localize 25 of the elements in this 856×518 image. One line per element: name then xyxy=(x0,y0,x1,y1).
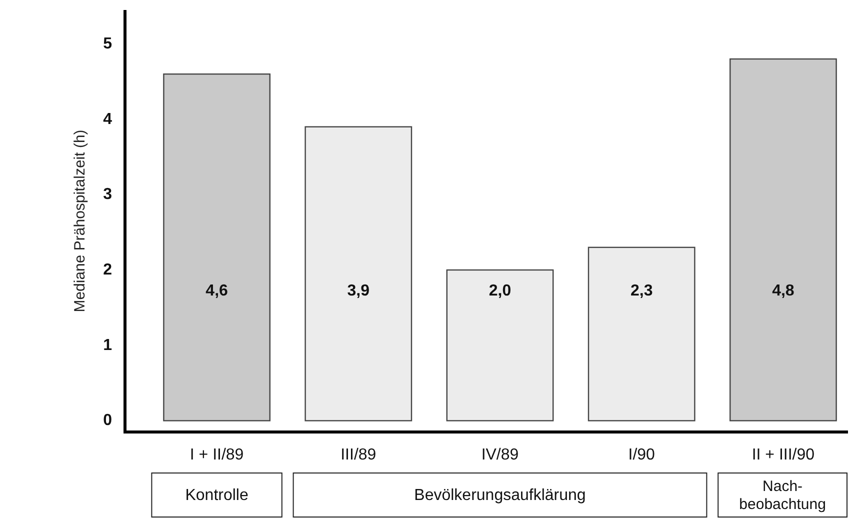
x-tick-label: I/90 xyxy=(628,446,656,464)
bar xyxy=(588,246,696,422)
x-tick-label: IV/89 xyxy=(481,446,519,464)
bar xyxy=(163,73,270,422)
data-label: 4,6 xyxy=(206,282,228,300)
x-tick-label: III/89 xyxy=(340,446,376,464)
data-label: 2,3 xyxy=(630,282,653,300)
y-tick-label: 5 xyxy=(103,35,112,52)
y-tick-label: 0 xyxy=(103,412,112,430)
y-tick-label: 3 xyxy=(103,186,112,204)
x-tick-label: II + III/90 xyxy=(752,446,815,464)
y-tick-label: 2 xyxy=(103,261,112,278)
text: Bevölkerungsaufklärung xyxy=(414,486,586,504)
text: Nach- beobachtung xyxy=(739,478,826,512)
bar xyxy=(446,269,554,422)
y-axis-title: Mediane Prähospitalzeit (h) xyxy=(72,130,88,312)
x-tick-label: I + II/89 xyxy=(190,446,244,464)
data-label: 4,8 xyxy=(772,282,794,300)
data-label: 2,0 xyxy=(488,282,512,300)
text: Kontrolle xyxy=(185,486,248,504)
bar xyxy=(730,58,837,422)
data-label: 3,9 xyxy=(347,282,370,300)
y-tick-label: 1 xyxy=(103,336,112,354)
bar xyxy=(304,126,412,422)
y-tick-label: 4 xyxy=(103,110,112,128)
